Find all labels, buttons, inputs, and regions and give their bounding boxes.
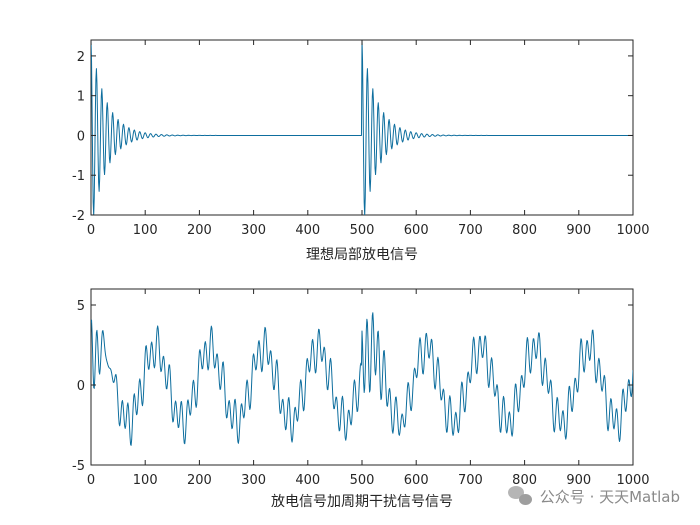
x-tick-label: 400 [295,473,320,488]
x-tick-label: 500 [350,473,375,488]
wechat-icon [507,485,534,507]
x-tick-label: 100 [133,223,158,238]
y-tick-label: -1 [72,169,85,184]
x-tick-label: 500 [350,223,375,238]
watermark: 公众号 · 天天Matlab [507,482,680,510]
x-tick-label: 1000 [616,473,649,488]
watermark-text: 公众号 · 天天Matlab [539,487,680,506]
top-chart: 0 100 200 300 400 500 600 700 800 900 1000 -2 -1 0 1 2 理… [72,39,650,263]
y-tick-label: 0 [77,379,85,394]
x-tick-label: 800 [512,223,537,238]
x-tick-label: 300 [241,223,266,238]
x-tick-label: 100 [133,473,158,488]
series-line [91,40,633,215]
x-tick-label: 600 [404,223,429,238]
y-tick-label: 1 [77,90,85,105]
x-tick-label: 200 [187,473,212,488]
y-tick-label: -2 [72,209,85,224]
axes-box [90,288,634,466]
y-tick-label: 2 [77,50,85,65]
x-tick-label: 1000 [616,223,649,238]
x-axis-label: 放电信号加周期干扰信号信号 [271,494,453,510]
x-tick-label: 800 [512,473,537,488]
series-line [91,312,633,446]
y-tick-label: 5 [77,299,85,314]
x-tick-label: 300 [241,473,266,488]
x-tick-label: 700 [458,223,483,238]
x-tick-label: 900 [566,223,591,238]
y-tick-label: -5 [72,459,85,474]
x-tick-label: 900 [566,473,591,488]
y-tick-label: 0 [77,129,85,144]
bottom-chart: 0 100 200 300 400 500 600 700 800 900 1000-505放电信号… [72,288,650,510]
x-tick-label: 700 [458,473,483,488]
x-tick-label: 0 [87,473,95,488]
x-tick-label: 600 [404,473,429,488]
x-tick-label: 200 [187,223,212,238]
x-tick-label: 0 [87,223,95,238]
x-tick-label: 400 [295,223,320,238]
x-axis-label: 理想局部放电信号 [306,247,418,263]
